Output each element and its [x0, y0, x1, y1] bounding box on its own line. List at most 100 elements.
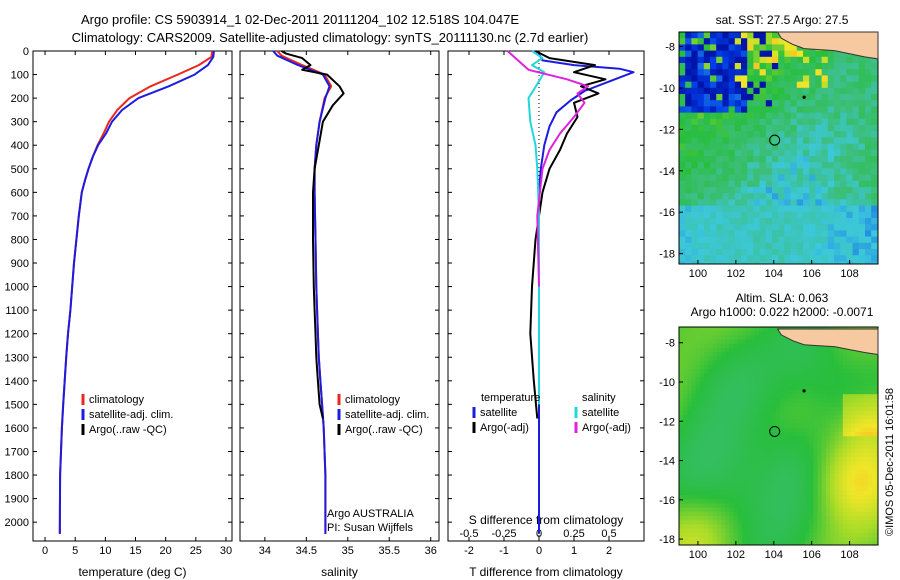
sst-cell: [765, 56, 773, 64]
sla-cell: [708, 503, 714, 509]
sla-cell: [800, 352, 806, 357]
sla-cell: [763, 453, 768, 458]
sst-cell: [753, 118, 761, 126]
sla-cell: [708, 348, 714, 353]
sla-cell: [763, 524, 768, 530]
sst-cell: [840, 94, 847, 101]
sst-cell: [790, 44, 798, 52]
sst-cell: [834, 242, 841, 250]
sst-cell: [728, 193, 736, 200]
sla-cell: [834, 461, 840, 467]
sla-cell: [788, 469, 793, 475]
sla-cell: [695, 440, 701, 446]
sst-cell: [815, 261, 823, 264]
sla-cell: [763, 406, 768, 412]
sla-cell: [725, 335, 730, 341]
sst-cell: [846, 187, 854, 194]
difference-legend-t-satellite-label: satellite: [480, 407, 517, 419]
sla-cell: [863, 520, 869, 525]
sst-cell: [772, 81, 779, 89]
sst-cell: [827, 162, 835, 169]
sla-cell: [687, 343, 693, 349]
sla-cell: [826, 499, 831, 504]
sla-cell: [687, 398, 693, 404]
sst-cell: [697, 230, 705, 238]
sst-cell: [734, 63, 742, 70]
sla-cell: [729, 348, 735, 353]
sla-cell: [805, 423, 810, 429]
sla-cell: [834, 516, 840, 521]
sla-cell: [775, 457, 781, 462]
sla-cell: [725, 377, 730, 383]
sla-cell: [683, 348, 688, 353]
sst-cell: [759, 143, 767, 151]
sst-cell: [728, 137, 736, 145]
sst-cell: [784, 137, 792, 145]
sst-cell: [679, 193, 686, 200]
sst-cell: [722, 44, 730, 52]
sst-cell: [716, 255, 723, 262]
sla-cell: [842, 478, 848, 483]
sst-cell: [784, 242, 792, 250]
sla-cell: [737, 335, 743, 341]
sla-cell: [855, 360, 861, 366]
sst-cell: [840, 255, 847, 262]
sla-cell: [868, 398, 873, 404]
sla-cell: [826, 490, 831, 496]
sla-cell: [775, 427, 781, 433]
sla-cell: [817, 482, 823, 488]
sst-cell: [734, 162, 742, 169]
sla-cell: [821, 520, 827, 525]
sla-cell: [847, 348, 852, 353]
sla-cell: [758, 490, 764, 496]
sla-cell: [742, 516, 747, 521]
sla-cell: [872, 432, 877, 437]
sla-cell: [712, 331, 718, 336]
sla-cell: [767, 419, 772, 425]
sla-cell: [746, 348, 751, 353]
sla-cell: [700, 364, 705, 370]
sla-cell: [851, 356, 856, 362]
sla-cell: [754, 327, 760, 332]
sst-cell: [796, 218, 804, 225]
sla-cell: [754, 356, 760, 362]
sst-cell: [796, 94, 804, 101]
sla-cell: [775, 516, 781, 521]
sla-cell: [805, 436, 810, 441]
sla-cell: [809, 432, 814, 437]
sst-cell: [759, 100, 767, 107]
sla-cell: [729, 465, 735, 471]
sst-cell: [753, 38, 761, 45]
sla-cell: [863, 537, 869, 542]
sla-cell: [779, 385, 785, 391]
sst-cell: [815, 211, 823, 219]
sst-cell: [852, 261, 860, 264]
sla-cell: [809, 427, 814, 433]
sla-cell: [784, 343, 789, 349]
sla-cell: [872, 364, 877, 370]
sst-cell: [747, 81, 754, 89]
sla-cell: [775, 532, 781, 538]
sla-cell: [729, 486, 735, 492]
sst-cell: [772, 32, 779, 39]
sla-cell: [800, 511, 806, 517]
sla-cell: [725, 495, 730, 500]
sst-cell: [796, 50, 804, 58]
sst-cell: [710, 131, 717, 138]
sla-cell: [679, 352, 684, 357]
sla-cell: [746, 411, 751, 416]
sla-cell: [779, 490, 785, 496]
sla-cell: [683, 453, 688, 458]
sst-cell: [765, 87, 773, 95]
sst-cell: [759, 255, 767, 262]
sla-cell: [721, 360, 726, 366]
sla-cell: [683, 411, 688, 416]
sla-cell: [855, 432, 861, 437]
sst-cell: [765, 236, 773, 244]
sst-cell: [809, 69, 816, 76]
sla-cell: [821, 528, 827, 534]
sst-cell: [765, 249, 773, 256]
sst-cell: [796, 75, 804, 83]
sla-cell: [729, 461, 735, 467]
sla-cell: [712, 406, 718, 412]
